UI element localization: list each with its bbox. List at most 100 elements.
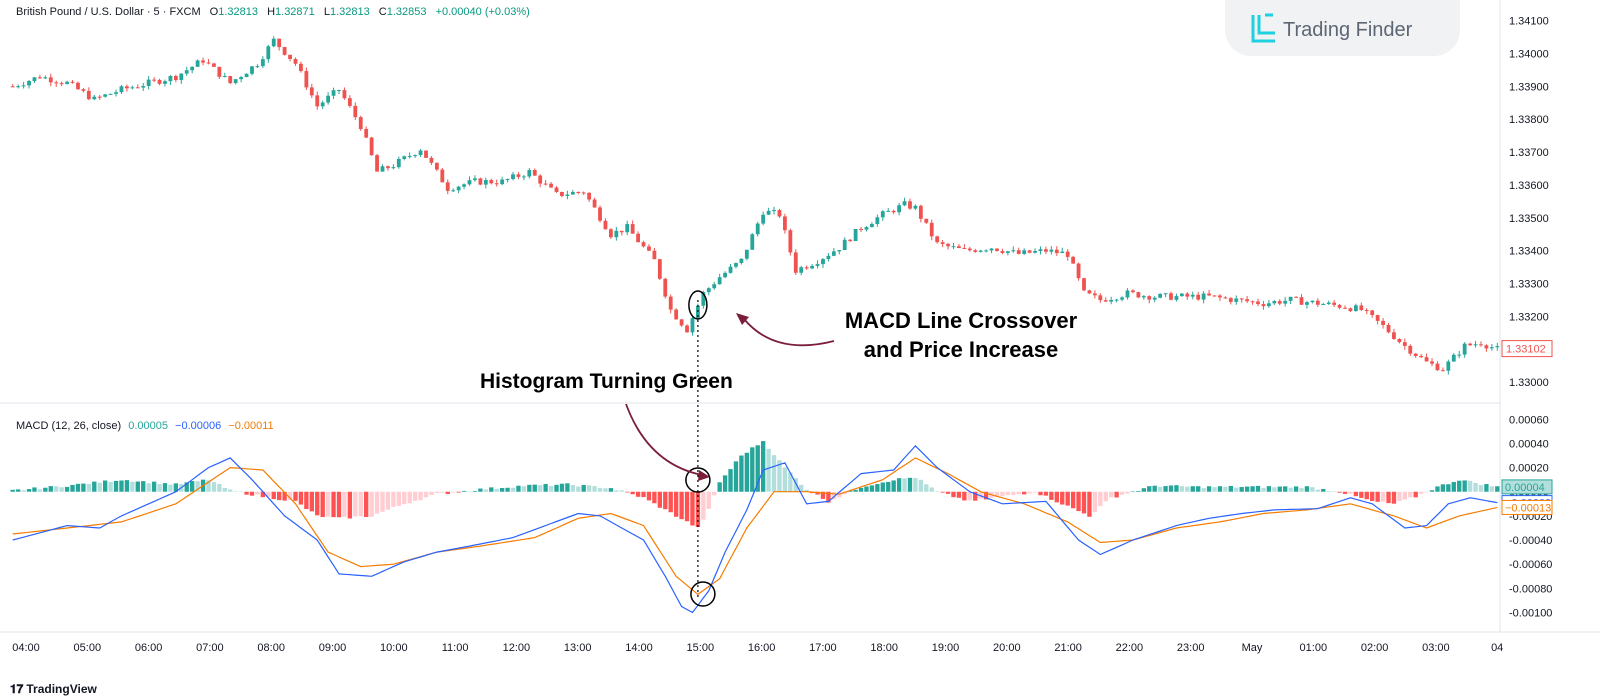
candle-body bbox=[668, 296, 673, 310]
candle-body bbox=[494, 183, 499, 185]
histogram-bar bbox=[1081, 491, 1087, 514]
candle-body bbox=[647, 246, 651, 251]
candle-body bbox=[119, 86, 124, 93]
candle-body bbox=[130, 87, 135, 89]
candle-body bbox=[831, 251, 836, 256]
histogram-bar bbox=[1103, 491, 1108, 502]
histogram-bar bbox=[831, 491, 837, 500]
candle-body bbox=[549, 183, 553, 188]
candle-body bbox=[1451, 354, 1456, 362]
histogram-bar bbox=[886, 481, 891, 492]
candle-body bbox=[108, 93, 113, 95]
price-tick-label: 1.33500 bbox=[1509, 213, 1549, 225]
low-value: 1.32813 bbox=[329, 6, 370, 18]
histogram-bar bbox=[418, 491, 423, 501]
histogram-bar bbox=[1272, 487, 1277, 492]
histogram-bar bbox=[505, 487, 510, 492]
annotation-crossover-line1: MACD Line Crossover bbox=[844, 308, 1078, 333]
candle-body bbox=[657, 259, 662, 279]
candle-body bbox=[587, 192, 592, 200]
histogram-bar bbox=[565, 483, 570, 492]
histogram-bar bbox=[1304, 486, 1310, 492]
candle-body bbox=[636, 233, 640, 243]
histogram-bar bbox=[108, 481, 113, 492]
histogram-bar bbox=[1440, 484, 1446, 492]
histogram-bar bbox=[853, 489, 858, 492]
candle-body bbox=[168, 76, 173, 82]
histogram-bar bbox=[238, 491, 244, 493]
candle-body bbox=[505, 179, 510, 181]
histogram-bar bbox=[793, 478, 798, 492]
histogram-bar bbox=[1114, 491, 1119, 498]
histogram-bar bbox=[777, 460, 782, 492]
time-tick-label: 17:00 bbox=[809, 642, 837, 654]
annotation-crossover: MACD Line Crossover and Price Increase bbox=[843, 306, 1079, 364]
histogram-bar bbox=[728, 469, 733, 492]
candle-body bbox=[260, 59, 265, 67]
price-header: British Pound / U.S. Dollar · 5 · FXCM O… bbox=[16, 6, 530, 18]
candle-body bbox=[957, 246, 961, 248]
time-tick-label: 16:00 bbox=[748, 642, 776, 654]
brand-badge: Trading Finder bbox=[1225, 0, 1460, 56]
histogram-bar bbox=[869, 485, 875, 492]
candle-body bbox=[880, 211, 885, 218]
histogram-bar bbox=[576, 486, 581, 492]
histogram-bar bbox=[1070, 491, 1076, 509]
histogram-bar bbox=[603, 488, 608, 492]
histogram-bar bbox=[1418, 491, 1424, 494]
candle-body bbox=[92, 96, 97, 100]
candle-body bbox=[1440, 370, 1445, 372]
candle-body bbox=[1049, 249, 1054, 252]
histogram-bar bbox=[592, 486, 597, 492]
histogram-bar bbox=[92, 481, 97, 492]
candle-body bbox=[282, 47, 287, 55]
candle-body bbox=[10, 86, 15, 88]
histogram-bar bbox=[1196, 486, 1201, 492]
histogram-bar bbox=[97, 482, 102, 492]
histogram-bar bbox=[15, 489, 21, 492]
candle-body bbox=[837, 250, 842, 252]
candle-body bbox=[293, 58, 298, 64]
price-tick-label: 1.33900 bbox=[1509, 81, 1549, 93]
candle-body bbox=[97, 96, 102, 98]
histogram-bar bbox=[1299, 488, 1304, 492]
candle-body bbox=[1163, 293, 1168, 295]
histogram-bar bbox=[391, 491, 396, 507]
histogram-bar bbox=[1375, 491, 1380, 502]
candle-body bbox=[1359, 305, 1364, 311]
candle-body bbox=[1098, 295, 1103, 301]
time-tick-label: 10:00 bbox=[380, 642, 408, 654]
histogram-bar bbox=[211, 482, 217, 492]
symbol-title[interactable]: British Pound / U.S. Dollar · 5 · FXCM bbox=[16, 6, 201, 18]
histogram-bar bbox=[244, 491, 249, 495]
histogram-bar bbox=[271, 491, 276, 500]
candle-body bbox=[1174, 296, 1179, 300]
histogram-bar bbox=[1016, 491, 1021, 495]
candle-body bbox=[375, 155, 379, 172]
histogram-bar bbox=[673, 491, 679, 517]
histogram-bar bbox=[532, 484, 537, 492]
candle-body bbox=[1103, 300, 1108, 302]
histogram-bar bbox=[1359, 491, 1364, 498]
brand-name: Trading Finder bbox=[1283, 19, 1413, 41]
histogram-bar bbox=[233, 491, 238, 492]
histogram-bar bbox=[820, 491, 826, 499]
candle-body bbox=[565, 194, 570, 196]
histogram-bar bbox=[1277, 486, 1282, 492]
histogram-bar bbox=[760, 441, 766, 492]
histogram-bar bbox=[1136, 490, 1141, 492]
candle-body bbox=[152, 79, 157, 81]
histogram-bar bbox=[478, 488, 483, 492]
macd-label[interactable]: MACD (12, 26, close) bbox=[16, 420, 122, 432]
candle-body bbox=[538, 175, 543, 184]
candle-body bbox=[21, 85, 26, 87]
histogram-bar bbox=[445, 491, 450, 494]
candle-body bbox=[1479, 344, 1483, 346]
macd-value-box bbox=[1501, 479, 1553, 495]
candle-body bbox=[570, 191, 575, 195]
histogram-bar bbox=[287, 491, 293, 500]
candle-body bbox=[929, 222, 934, 237]
histogram-bar bbox=[940, 491, 945, 493]
histogram-bar bbox=[489, 487, 494, 492]
